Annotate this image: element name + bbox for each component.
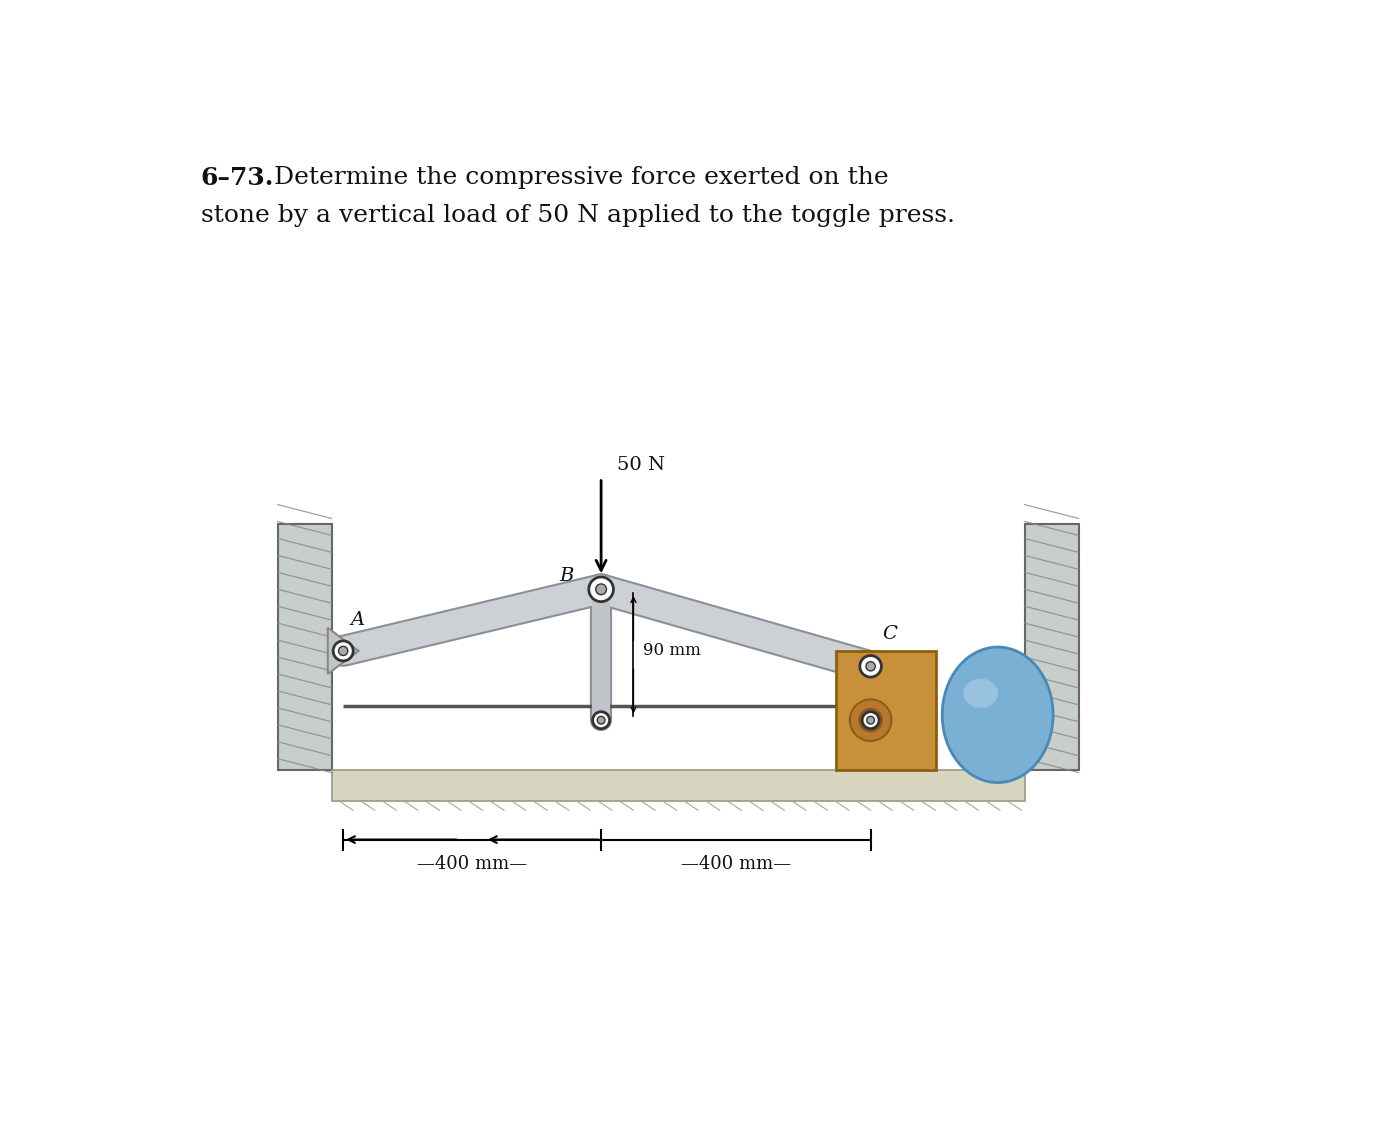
- Ellipse shape: [964, 678, 997, 708]
- Circle shape: [850, 700, 892, 741]
- Bar: [836, 651, 936, 771]
- Bar: [1025, 524, 1078, 771]
- Circle shape: [333, 641, 354, 660]
- Circle shape: [592, 712, 610, 729]
- Bar: [332, 771, 1025, 801]
- Circle shape: [859, 656, 882, 677]
- Circle shape: [866, 717, 875, 724]
- Bar: [277, 524, 332, 771]
- Text: 90 mm: 90 mm: [642, 642, 701, 659]
- Text: —400 mm—: —400 mm—: [417, 855, 527, 873]
- Ellipse shape: [942, 647, 1053, 783]
- Text: stone by a vertical load of 50 N applied to the toggle press.: stone by a vertical load of 50 N applied…: [201, 205, 954, 227]
- Circle shape: [862, 712, 879, 729]
- Text: B: B: [560, 567, 574, 585]
- Circle shape: [596, 584, 606, 595]
- Text: —400 mm—: —400 mm—: [681, 855, 791, 873]
- Circle shape: [338, 646, 348, 656]
- Text: Determine the compressive force exerted on the: Determine the compressive force exerted …: [274, 165, 889, 189]
- Circle shape: [858, 708, 883, 732]
- Polygon shape: [327, 628, 358, 674]
- Circle shape: [866, 662, 875, 670]
- Text: A: A: [351, 611, 365, 629]
- Text: C: C: [882, 626, 897, 643]
- Circle shape: [598, 717, 605, 724]
- Text: 6–73.: 6–73.: [201, 165, 274, 190]
- Text: 50 N: 50 N: [617, 456, 664, 474]
- Circle shape: [589, 577, 613, 602]
